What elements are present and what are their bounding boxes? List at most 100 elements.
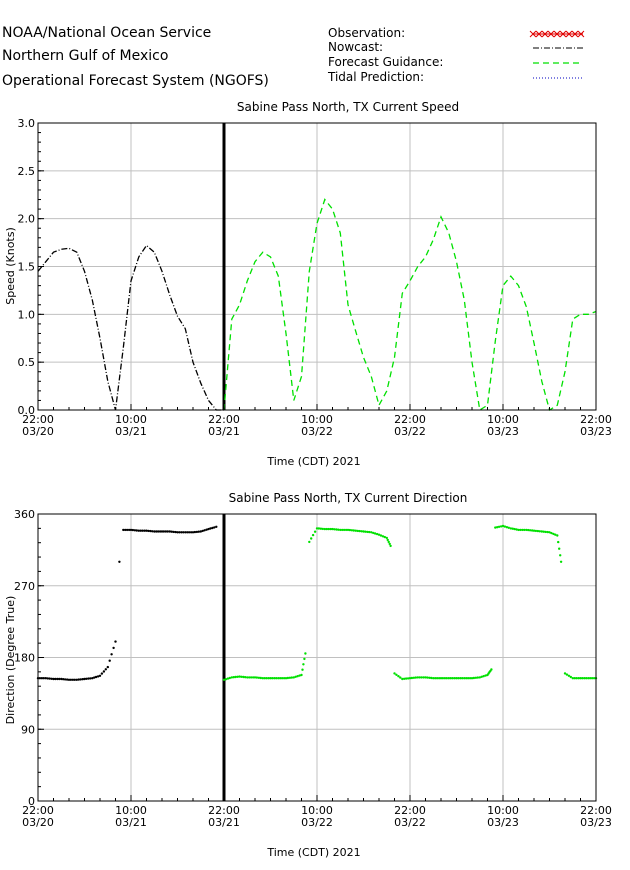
direction-data-point: [108, 659, 111, 662]
direction-data-point: [319, 527, 323, 530]
speed-chart-title: Sabine Pass North, TX Current Speed: [237, 100, 459, 114]
speed-ytick-label: 0.0: [18, 404, 36, 417]
direction-data-point: [249, 676, 253, 679]
direction-data-point: [178, 531, 181, 534]
direction-data-point: [298, 674, 301, 677]
direction-data-point: [201, 529, 204, 533]
speed-xtick-time: 22:00: [208, 413, 240, 426]
direction-data-point: [556, 534, 559, 537]
direction-data-point: [418, 676, 421, 679]
direction-data-point: [294, 675, 297, 678]
direction-data-point: [484, 674, 487, 677]
speed-xtick-time: 22:00: [394, 413, 426, 426]
direction-data-point: [496, 526, 499, 529]
direction-data-point: [112, 646, 115, 650]
speed-chart: Sabine Pass North, TX Current Speed 22:0…: [4, 100, 612, 468]
direction-data-point: [195, 530, 199, 534]
direction-data-point: [333, 528, 336, 531]
legend: Observation: Nowcast: Forecast Guidance:…: [327, 26, 585, 84]
direction-data-point: [513, 527, 516, 531]
direction-data-point: [228, 676, 231, 680]
direction-data-point: [145, 529, 148, 532]
direction-data-point: [346, 528, 350, 532]
direction-data-point: [135, 529, 138, 532]
direction-data-point: [304, 652, 307, 655]
direction-data-point: [172, 530, 175, 534]
direction-data-point: [554, 533, 557, 536]
direction-data-point: [455, 677, 458, 680]
direction-data-point: [426, 676, 429, 679]
direction-data-point: [158, 530, 162, 533]
direction-data-point: [497, 525, 501, 528]
direction-data-point: [360, 530, 363, 533]
direction-data-point: [461, 677, 464, 680]
direction-data-point: [317, 527, 321, 530]
speed-xtick-date: 03/22: [301, 425, 333, 438]
direction-data-point: [93, 676, 96, 679]
direction-data-point: [222, 678, 226, 681]
direction-chart-xlabel: Time (CDT) 2021: [266, 846, 360, 859]
direction-xtick-time: 22:00: [394, 804, 426, 817]
direction-data-point: [197, 530, 200, 533]
direction-data-point: [110, 653, 113, 656]
direction-data-point: [147, 529, 150, 533]
direction-data-point: [414, 676, 417, 679]
direction-data-point: [77, 678, 80, 681]
direction-data-point: [451, 677, 454, 680]
direction-chart-ylabel: Direction (Degree True): [4, 596, 17, 725]
direction-xtick-time: 10:00: [301, 804, 333, 817]
direction-data-point: [397, 675, 400, 678]
direction-data-point: [342, 528, 346, 532]
speed-ytick-label: 1.5: [18, 261, 36, 274]
direction-data-point: [176, 531, 179, 534]
direction-data-point: [358, 529, 361, 533]
direction-data-point: [403, 677, 406, 680]
direction-data-point: [385, 536, 388, 540]
direction-data-point: [122, 528, 125, 532]
direction-data-point: [207, 527, 210, 531]
direction-data-point: [273, 677, 276, 680]
direction-data-point: [60, 677, 63, 681]
speed-xtick-time: 22:00: [22, 413, 54, 426]
direction-chart-title: Sabine Pass North, TX Current Direction: [229, 491, 468, 505]
direction-data-point: [546, 530, 549, 534]
direction-data-point: [482, 675, 485, 678]
direction-data-point: [548, 531, 551, 534]
direction-data-point: [435, 677, 439, 680]
direction-data-point: [311, 533, 315, 537]
speed-xtick-time: 10:00: [487, 413, 519, 426]
speed-ytick-label: 1.0: [18, 308, 36, 321]
direction-xtick-time: 10:00: [487, 804, 519, 817]
direction-data-point: [160, 530, 164, 533]
direction-data-point: [389, 544, 392, 548]
direction-ytick-label: 180: [14, 652, 35, 665]
direction-data-point: [370, 531, 373, 534]
direction-data-point: [517, 528, 520, 532]
direction-data-point: [499, 525, 503, 528]
direction-data-point: [290, 676, 293, 679]
direction-data-point: [87, 677, 90, 680]
direction-data-point: [449, 677, 452, 680]
direction-data-point: [277, 677, 280, 680]
direction-data-point: [248, 676, 251, 679]
direction-data-point: [209, 527, 212, 530]
direction-xtick-time: 10:00: [115, 804, 147, 817]
direction-data-point: [236, 675, 239, 678]
direction-data-point: [292, 676, 295, 679]
direction-data-point: [89, 677, 92, 680]
direction-data-point: [251, 676, 255, 679]
speed-xtick-date: 03/22: [394, 425, 426, 438]
direction-data-point: [567, 674, 571, 677]
direction-data-point: [571, 677, 574, 680]
direction-data-point: [579, 677, 582, 680]
direction-data-point: [373, 532, 377, 535]
direction-data-point: [67, 678, 71, 681]
direction-data-point: [63, 678, 67, 681]
direction-data-point: [366, 530, 369, 534]
speed-chart-ylabel: Speed (Knots): [4, 227, 17, 305]
direction-data-point: [521, 528, 524, 532]
direction-data-point: [141, 529, 144, 532]
direction-data-point: [563, 672, 567, 675]
direction-data-point: [538, 530, 541, 533]
direction-data-point: [114, 640, 117, 643]
